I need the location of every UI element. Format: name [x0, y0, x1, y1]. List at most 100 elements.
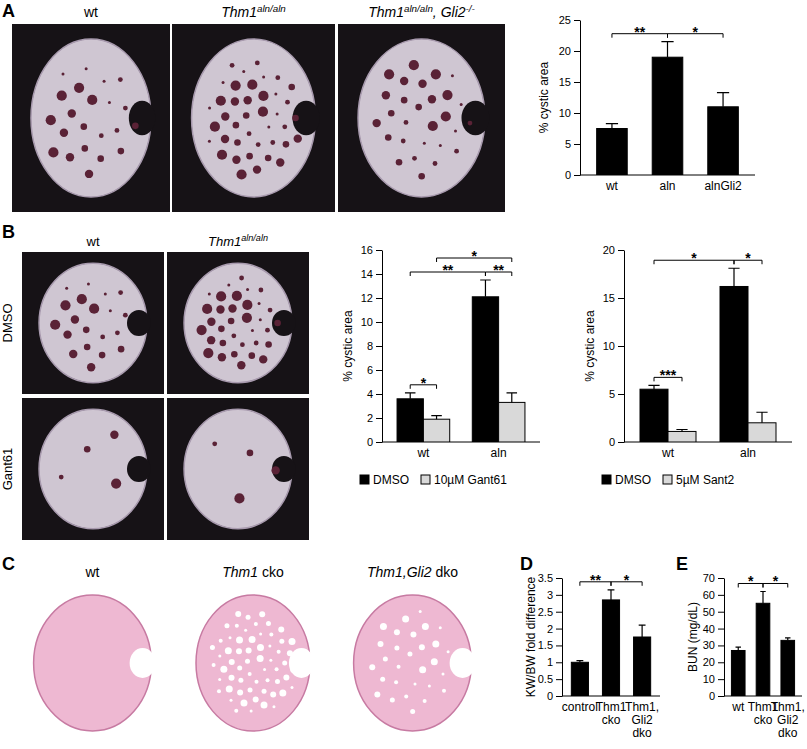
cyst: [268, 645, 271, 648]
significance-label: *: [748, 573, 754, 589]
bar: [708, 107, 739, 175]
bar: [652, 57, 683, 175]
cyst: [229, 675, 235, 681]
photo-background: [22, 398, 164, 540]
tick-mark: [574, 113, 580, 114]
panel-letter: C: [2, 554, 15, 574]
cyst: [294, 134, 302, 142]
kidney-hilum: [450, 648, 476, 678]
label-run: wt: [86, 234, 100, 249]
cyst: [400, 77, 408, 85]
bar: [748, 423, 776, 442]
cyst: [216, 96, 226, 106]
tick-label: 2: [367, 412, 373, 424]
cyst: [246, 615, 251, 620]
cyst: [407, 651, 412, 656]
cyst: [97, 155, 104, 162]
tick: 1: [547, 656, 562, 668]
label: Thm1 cko: [222, 564, 284, 580]
cyst: [253, 696, 259, 702]
tick-label: 0: [565, 169, 571, 181]
cyst: [410, 709, 415, 714]
tick-mark: [556, 645, 562, 646]
legend-swatch: [421, 475, 430, 484]
tick-mark: [718, 679, 724, 680]
cyst: [394, 646, 399, 651]
cyst: [202, 304, 212, 314]
tick-mark: [376, 322, 382, 323]
cyst: [388, 110, 395, 117]
label-line: dko: [778, 726, 798, 740]
cyst: [242, 313, 252, 323]
label: Thm1aln/aln, Gli2-/-: [368, 3, 475, 21]
cyst: [454, 130, 457, 133]
tick-mark: [376, 298, 382, 299]
label-run: Thm1,Gli2: [367, 564, 432, 580]
tick-mark: [376, 370, 382, 371]
label-run: DMSO: [0, 304, 15, 343]
cyst: [382, 91, 390, 99]
cyst: [246, 647, 252, 653]
tick-mark: [718, 696, 724, 697]
tick: 16: [361, 244, 382, 256]
cyst: [401, 139, 406, 144]
cyst: [414, 683, 417, 686]
label-line: wt: [661, 446, 675, 460]
tick-label: 16: [361, 244, 373, 256]
cyst: [210, 122, 220, 132]
cyst: [253, 165, 261, 173]
cyst: [237, 666, 242, 671]
tick-label: 1.5: [538, 639, 553, 651]
tick-label: 10: [603, 340, 615, 352]
label-line: Gli2: [631, 713, 653, 727]
tick: 30: [703, 639, 724, 651]
cyst: [89, 304, 99, 314]
cyst: [442, 689, 446, 693]
cyst: [118, 148, 125, 155]
x-tick-label: Thm1,Gli2dko: [625, 700, 659, 740]
cyst: [265, 341, 272, 348]
cyst: [246, 153, 253, 160]
cyst: [428, 95, 436, 103]
cyst: [104, 292, 107, 295]
cyst: [380, 677, 385, 682]
cyst: [123, 313, 128, 318]
label-line: Thm1: [596, 700, 627, 714]
cyst: [423, 142, 426, 145]
label-line: aln: [740, 446, 756, 460]
x-tick-label: aln: [491, 446, 507, 460]
tick: 10: [703, 673, 724, 685]
bar: [472, 297, 498, 442]
kidney-hilum: [127, 456, 151, 482]
bar: [756, 603, 770, 696]
tick-mark: [618, 442, 624, 443]
cyst: [428, 121, 438, 131]
cyst: [239, 276, 244, 281]
legend-swatch: [663, 475, 672, 484]
cyst: [410, 631, 416, 637]
cyst: [231, 333, 236, 338]
image-panel: wtThm1aln/alnThm1aln/aln, Gli2-/-: [12, 3, 505, 213]
cyst: [218, 326, 225, 333]
tick-label: 1: [547, 656, 553, 668]
cyst: [203, 348, 213, 358]
tick-mark: [556, 662, 562, 663]
tick-label: 10: [361, 316, 373, 328]
label-run: Thm1: [221, 4, 257, 20]
tick-mark: [718, 595, 724, 596]
x-tick-label: wt: [731, 700, 745, 714]
cyst: [230, 699, 233, 702]
cyst: [65, 287, 68, 290]
cyst: [217, 150, 227, 160]
tick-label: 14: [361, 268, 373, 280]
figure: AwtThm1aln/alnThm1aln/aln, Gli2-/-051015…: [0, 0, 807, 749]
y-axis: 05101520: [603, 244, 625, 448]
label: DMSO: [0, 304, 15, 343]
legend-label: DMSO: [615, 473, 651, 487]
cyst: [132, 123, 139, 130]
cyst: [266, 621, 271, 626]
cyst: [441, 111, 451, 121]
cyst: [258, 107, 268, 117]
tick-label: 0: [367, 436, 373, 448]
cyst: [258, 302, 261, 305]
